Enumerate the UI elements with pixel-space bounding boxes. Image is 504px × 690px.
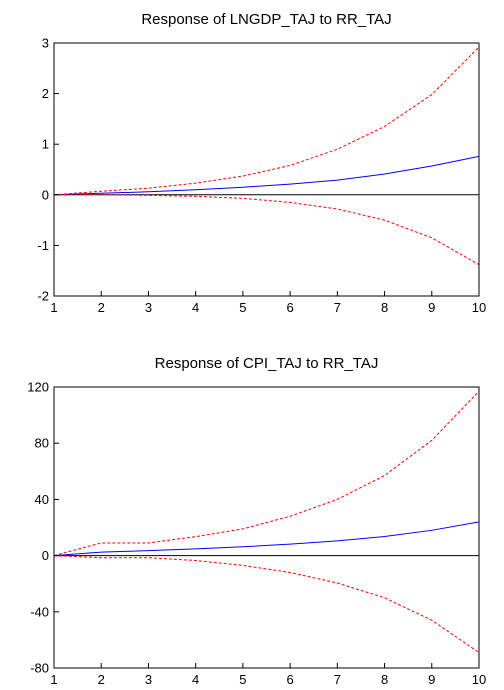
y-tick-label: -1: [37, 238, 49, 253]
x-tick-label: 10: [472, 300, 486, 315]
x-tick-label: 7: [334, 300, 341, 315]
series-line-response: [53, 155, 480, 196]
series-line-response: [53, 521, 480, 557]
x-tick-label: 10: [472, 672, 486, 687]
x-tick-label: 8: [381, 672, 388, 687]
x-tick-label: 4: [192, 672, 199, 687]
y-tick-label: 1: [42, 137, 49, 152]
y-tick-label: 80: [35, 436, 49, 451]
x-tick-label: 2: [98, 300, 105, 315]
x-tick-label: 1: [50, 672, 57, 687]
series-line-upper: [53, 390, 480, 557]
x-tick-label: 5: [239, 300, 246, 315]
y-tick-label: 3: [42, 36, 49, 51]
chart-panel-lngdp: Response of LNGDP_TAJ to RR_TAJ3210-1-21…: [37, 11, 486, 315]
y-tick-label: 120: [27, 380, 49, 395]
y-tick-label: 0: [42, 548, 49, 563]
series-line-lower: [53, 555, 480, 653]
chart-panel-cpi: Response of CPI_TAJ to RR_TAJ 120 80 40 0 -40…: [27, 355, 486, 687]
x-tick-label: 6: [286, 300, 293, 315]
x-tick-label: 7: [334, 672, 341, 687]
chart-title: Response of CPI_TAJ to RR_TAJ: [155, 355, 379, 372]
plot-frame: [53, 386, 480, 669]
x-tick-label: 4: [192, 300, 199, 315]
y-tick-label: 0: [42, 187, 49, 202]
y-tick-label: 2: [42, 86, 49, 101]
plot-frame: [53, 42, 480, 297]
y-tick-label: 40: [35, 492, 49, 507]
x-tick-label: 9: [428, 672, 435, 687]
x-tick-label: 3: [145, 672, 152, 687]
x-tick-label: 3: [145, 300, 152, 315]
series-line-upper: [53, 46, 480, 196]
x-tick-label: 6: [286, 672, 293, 687]
y-tick-label: -40: [30, 604, 49, 619]
x-tick-label: 8: [381, 300, 388, 315]
chart-title: Response of LNGDP_TAJ to RR_TAJ: [141, 11, 391, 28]
x-tick-label: 1: [50, 300, 57, 315]
x-tick-label: 9: [428, 300, 435, 315]
x-tick-label: 2: [98, 672, 105, 687]
x-tick-label: 5: [239, 672, 246, 687]
y-tick-label: -80: [30, 661, 49, 676]
y-tick-label: -2: [37, 289, 49, 304]
series-line-lower: [54, 194, 480, 266]
